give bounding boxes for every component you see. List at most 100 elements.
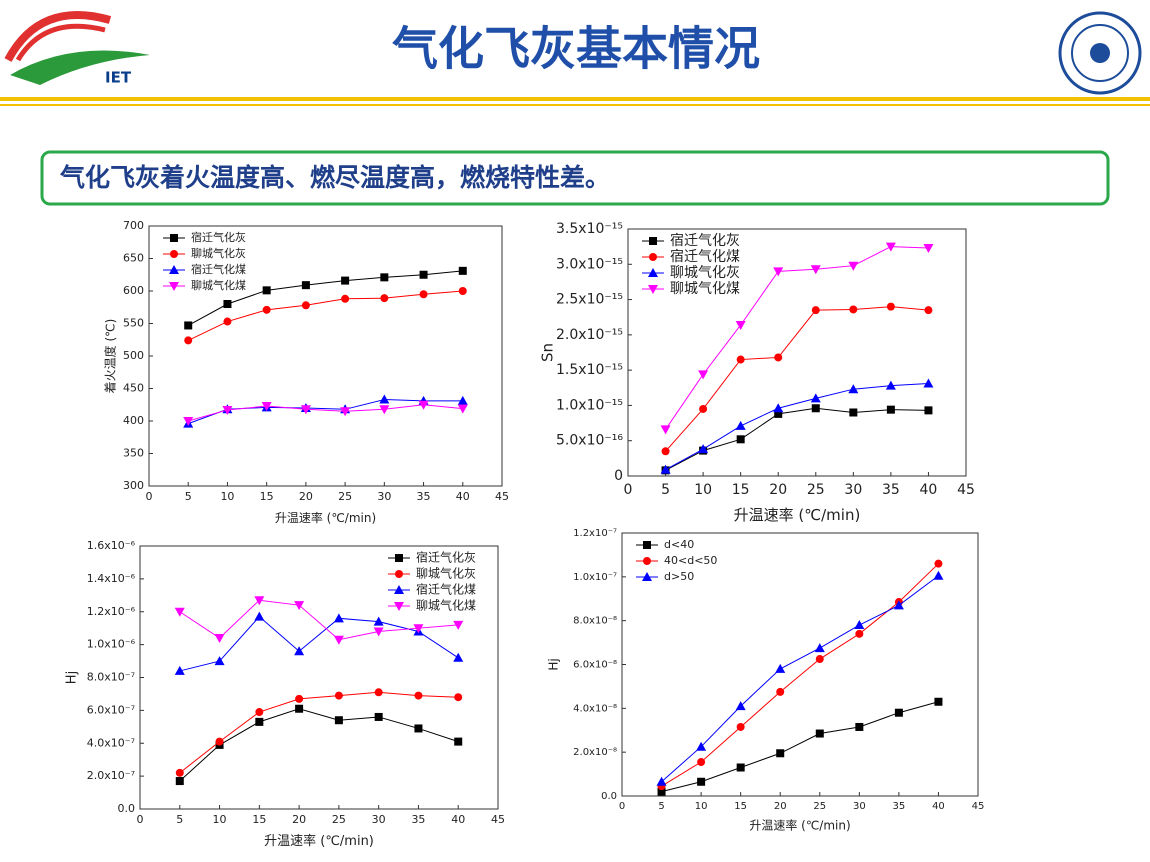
x-tick-label: 0	[624, 482, 633, 498]
marker	[457, 395, 468, 405]
marker	[815, 655, 824, 664]
marker	[453, 652, 464, 662]
chart: 0 5 10 15 20 25 30 35 40 45 0.0 2.0x10⁻⁷ 4.0x10⁻⁷ 6.0…	[65, 539, 506, 849]
marker	[183, 417, 194, 426]
x-tick-label: 40	[456, 490, 470, 503]
series-line	[665, 383, 929, 471]
marker	[934, 559, 943, 568]
marker	[854, 620, 865, 630]
marker	[736, 355, 745, 364]
y-tick-label: 1.4x10⁻⁶	[87, 572, 136, 585]
legend-label: 宿迁气化灰	[191, 230, 246, 244]
marker	[414, 724, 423, 733]
series-line	[179, 599, 459, 641]
x-tick-label: 30	[844, 482, 862, 498]
series-line	[179, 615, 459, 672]
marker	[848, 384, 859, 394]
y-tick-label: 4.0x10⁻⁷	[87, 736, 135, 749]
marker	[341, 276, 350, 285]
marker	[923, 378, 934, 388]
marker	[254, 596, 265, 606]
legend-label: 宿迁气化灰	[670, 232, 740, 249]
legend-label: 聊城气化灰	[416, 566, 476, 581]
x-tick-label: 45	[491, 813, 505, 826]
y-tick-label: 5.0x10⁻¹⁶	[556, 433, 623, 449]
marker	[334, 691, 343, 700]
marker	[698, 370, 709, 380]
marker	[457, 404, 468, 414]
marker	[222, 405, 233, 415]
marker	[660, 464, 671, 474]
x-tick-label: 35	[417, 490, 431, 503]
legend-label: d<40	[664, 538, 694, 551]
rule	[0, 104, 1150, 106]
marker	[340, 407, 351, 417]
x-tick-label: 35	[411, 813, 425, 826]
x-axis-label: 升温速率 (℃/min)	[275, 510, 376, 525]
marker	[735, 701, 746, 711]
y-tick-label: 600	[123, 284, 144, 297]
legend-label: 宿迁气化煤	[416, 582, 476, 597]
marker	[295, 704, 304, 713]
marker	[697, 758, 706, 767]
y-tick-label: 650	[123, 252, 144, 265]
marker	[418, 400, 429, 410]
marker	[773, 403, 784, 413]
marker	[886, 405, 895, 414]
legend-marker	[643, 541, 651, 549]
legend-marker	[648, 285, 658, 294]
y-tick-label: 1.2x10⁻⁷	[573, 528, 617, 539]
x-tick-label: 15	[252, 813, 266, 826]
marker	[255, 708, 264, 717]
y-tick-label: 1.5x10⁻¹⁵	[556, 362, 623, 378]
x-tick-label: 30	[377, 490, 391, 503]
marker	[657, 787, 666, 796]
x-tick-label: 45	[495, 490, 509, 503]
marker	[294, 646, 305, 656]
marker	[379, 405, 390, 415]
legend-marker	[170, 250, 178, 258]
marker	[380, 294, 389, 303]
y-tick-label: 3.5x10⁻¹⁵	[556, 221, 623, 237]
marker	[453, 620, 464, 630]
legend-marker	[642, 572, 652, 581]
x-tick-label: 5	[185, 490, 192, 503]
legend-label: 宿迁气化煤	[670, 248, 740, 265]
y-tick-label: 0.0	[601, 791, 617, 802]
y-tick-label: 1.0x10⁻¹⁵	[556, 397, 623, 413]
marker	[254, 611, 265, 621]
y-tick-label: 0.0	[118, 802, 136, 815]
marker	[811, 404, 820, 413]
marker	[174, 665, 185, 675]
x-tick-label: 0	[146, 490, 153, 503]
marker	[223, 317, 232, 326]
y-axis-label: Sn	[539, 343, 557, 362]
legend-label: 宿迁气化灰	[416, 550, 476, 565]
marker	[849, 408, 858, 417]
x-tick-label: 35	[893, 801, 906, 812]
marker	[697, 777, 706, 786]
marker	[736, 763, 745, 772]
series-line	[661, 575, 939, 783]
y-tick-label: 6.0x10⁻⁷	[87, 703, 135, 716]
marker	[886, 302, 895, 311]
x-tick-label: 20	[299, 490, 313, 503]
marker	[696, 741, 707, 751]
legend-marker	[169, 265, 179, 274]
y-tick-label: 700	[123, 219, 144, 232]
x-tick-label: 15	[260, 490, 274, 503]
marker	[811, 306, 820, 315]
marker	[214, 634, 225, 644]
marker	[295, 694, 304, 703]
y-tick-label: 300	[123, 479, 144, 492]
series-line	[188, 290, 463, 341]
x-tick-label: 25	[807, 482, 825, 498]
y-tick-label: 2.0x10⁻⁷	[87, 769, 135, 782]
y-tick-label: 1.0x10⁻⁷	[573, 572, 617, 583]
marker	[374, 688, 383, 697]
marker	[414, 691, 423, 700]
marker	[262, 286, 271, 295]
x-tick-label: 10	[213, 813, 227, 826]
marker	[419, 270, 428, 279]
